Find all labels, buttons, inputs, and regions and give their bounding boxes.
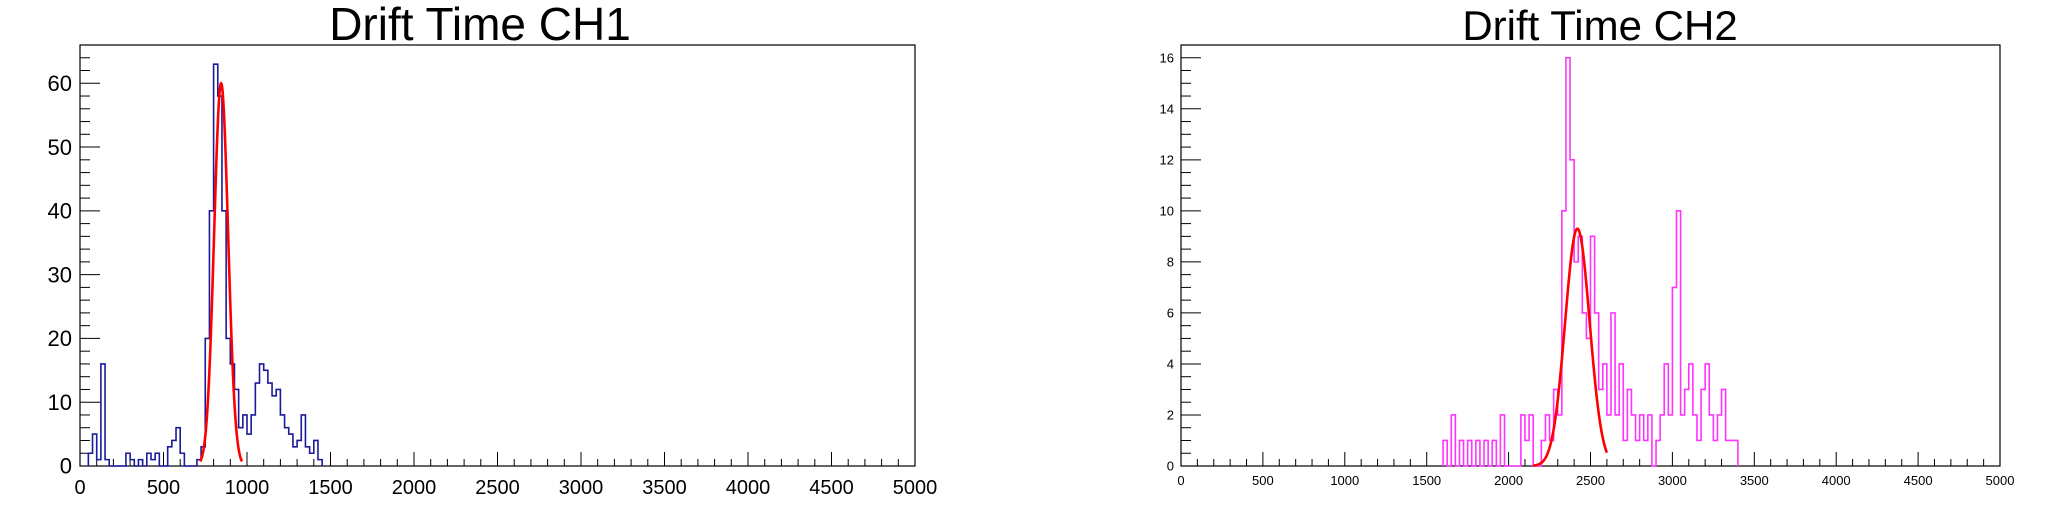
x-tick-label: 3000 [559, 477, 604, 499]
y-tick-label: 0 [1167, 459, 1174, 474]
x-tick-label: 3000 [1658, 473, 1687, 488]
x-tick-label: 1000 [1330, 473, 1359, 488]
chart-title: Drift Time CH1 [329, 0, 631, 50]
y-tick-label: 2 [1167, 408, 1174, 423]
x-tick-label: 4500 [809, 477, 854, 499]
x-tick-label: 2000 [392, 477, 437, 499]
drift-time-ch1-chart: Drift Time CH1 0 10 20 30 40 50 60 0 500 1000 1500 2… [48, 0, 938, 499]
y-tick-label: 10 [48, 390, 72, 415]
x-tick-label: 3500 [1740, 473, 1769, 488]
y-tick-label: 60 [48, 71, 72, 96]
y-tick-label: 30 [48, 262, 72, 287]
x-tick-label: 5000 [893, 477, 938, 499]
x-tick-label: 1500 [1412, 473, 1441, 488]
y-tick-label: 0 [60, 454, 72, 479]
x-tick-label: 1000 [225, 477, 270, 499]
x-tick-label: 2000 [1494, 473, 1523, 488]
gaussian-fit-curve [199, 81, 244, 463]
y-tick-label: 4 [1167, 356, 1174, 371]
y-tick-label: 40 [48, 199, 72, 224]
x-tick-label: 0 [1177, 473, 1184, 488]
y-tick-label: 6 [1167, 305, 1174, 320]
x-tick-label: 500 [147, 477, 180, 499]
y-tick-label: 16 [1160, 50, 1174, 65]
x-tick-label: 500 [1252, 473, 1274, 488]
histogram-series [87, 63, 323, 467]
y-tick-label: 8 [1167, 254, 1174, 269]
y-tick-label: 10 [1160, 203, 1174, 218]
x-tick-label: 5000 [1986, 473, 2015, 488]
chart-title: Drift Time CH2 [1462, 2, 1737, 49]
histogram-series [1442, 56, 1739, 467]
x-tick-label: 2500 [475, 477, 520, 499]
x-tick-label: 0 [74, 477, 85, 499]
drift-time-ch2-chart: Drift Time CH2 0 2 4 6 8 10 12 14 16 0 500 1000 1500 2… [1160, 2, 2015, 488]
x-tick-label: 1500 [308, 477, 353, 499]
x-tick-label: 2500 [1576, 473, 1605, 488]
x-tick-label: 4000 [1822, 473, 1851, 488]
y-tick-label: 20 [48, 326, 72, 351]
y-tick-label: 50 [48, 135, 72, 160]
x-tick-label: 4000 [726, 477, 771, 499]
x-tick-label: 4500 [1904, 473, 1933, 488]
gaussian-fit-curve [1532, 227, 1609, 467]
x-tick-label: 3500 [642, 477, 687, 499]
chart-panel-ch1: Drift Time CH1 0 10 20 30 40 50 60 0 500 1000 1500 2… [0, 0, 940, 524]
chart-panel-ch2: Drift Time CH2 0 2 4 6 8 10 12 14 16 0 500 1000 1500 2… [1100, 0, 2046, 524]
y-tick-label: 14 [1160, 101, 1174, 116]
y-tick-label: 12 [1160, 152, 1174, 167]
